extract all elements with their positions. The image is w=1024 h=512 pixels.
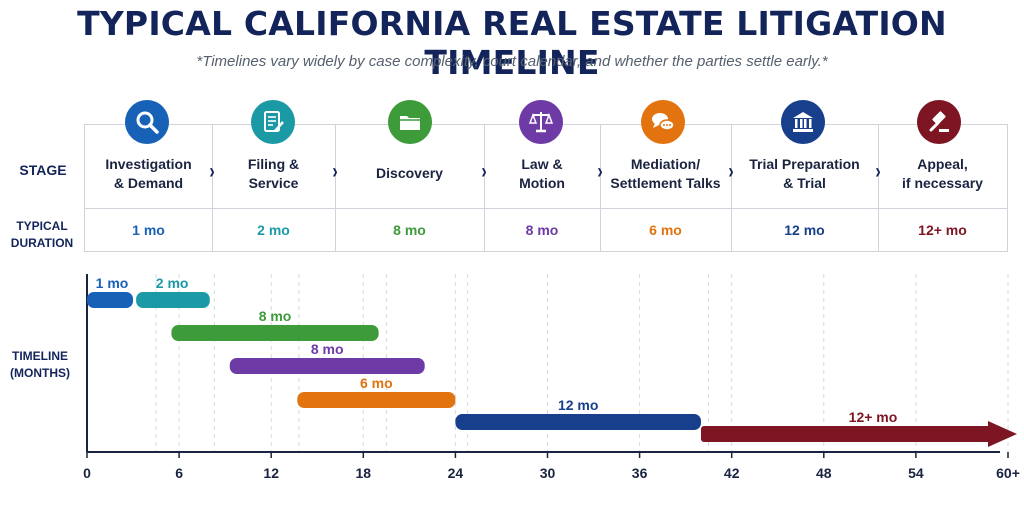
table-divider (600, 125, 601, 251)
page-subtitle: *Timelines vary widely by case complexit… (196, 53, 828, 70)
stage-name: Discovery (376, 165, 443, 181)
x-tick-label: 54 (908, 465, 924, 481)
timeline-bar (87, 292, 134, 308)
duration-cell: 12 mo (731, 209, 878, 251)
x-tick-label: 6 (175, 465, 183, 481)
chevron-right-icon: › (332, 161, 338, 184)
stage-name: Trial Preparation & Trial (749, 155, 860, 191)
x-tick-label: 60+ (996, 465, 1020, 481)
timeline-bar (701, 426, 996, 442)
duration-cell: 12+ mo (878, 209, 1007, 251)
bar-label: 8 mo (311, 341, 344, 357)
chat-bubbles-icon (641, 100, 685, 144)
courthouse-icon (781, 100, 825, 144)
duration-value: 6 mo (649, 222, 682, 238)
table-divider (731, 125, 732, 251)
stage-table: Investigation & Demand Filing & Service … (84, 124, 1008, 252)
table-divider (335, 125, 336, 251)
x-tick-label: 12 (263, 465, 279, 481)
chevron-right-icon: › (875, 161, 881, 184)
duration-cell: 1 mo (85, 209, 212, 251)
gavel-icon (917, 100, 961, 144)
table-divider (878, 125, 879, 251)
row-label-timeline: TIMELINE (MONTHS) (4, 348, 76, 382)
stage-cell-trial: Trial Preparation & Trial (731, 125, 878, 209)
bar-label: 12 mo (558, 397, 598, 413)
duration-cell: 8 mo (484, 209, 600, 251)
stage-cell-investigation: Investigation & Demand (85, 125, 212, 209)
stage-cell-mediation: Mediation/ Settlement Talks (600, 125, 731, 209)
bar-label: 6 mo (360, 375, 393, 391)
duration-value: 12+ mo (918, 222, 967, 238)
page-title: TYPICAL CALIFORNIA REAL ESTATE LITIGATIO… (77, 4, 947, 82)
duration-cell: 8 mo (335, 209, 484, 251)
chevron-right-icon: › (728, 161, 734, 184)
stage-name: Mediation/ Settlement Talks (610, 155, 721, 191)
bar-label: 1 mo (96, 275, 129, 291)
stage-name: Law & Motion (519, 155, 565, 191)
duration-value: 8 mo (525, 222, 559, 238)
stage-cell-law-motion: Law & Motion (484, 125, 600, 209)
timeline-bar (455, 414, 701, 430)
magnifier-icon (125, 100, 169, 144)
stage-name: Filing & Service (247, 155, 300, 191)
duration-value: 12 mo (784, 222, 825, 238)
table-divider (212, 125, 213, 251)
duration-cell: 2 mo (212, 209, 335, 251)
x-tick-label: 48 (816, 465, 832, 481)
duration-cell: 6 mo (600, 209, 731, 251)
stage-cell-appeal: Appeal, if necessary (878, 125, 1007, 209)
bar-label: 12+ mo (849, 409, 898, 425)
duration-value: 1 mo (132, 222, 165, 238)
table-divider (484, 125, 485, 251)
row-label-stage: STAGE (8, 162, 78, 179)
chevron-right-icon: › (597, 161, 603, 184)
timeline-bar (136, 292, 210, 308)
x-tick-label: 18 (356, 465, 372, 481)
row-label-timeline-line2: (MONTHS) (10, 366, 70, 380)
row-label-stage-text: STAGE (19, 162, 67, 178)
x-tick-label: 36 (632, 465, 648, 481)
bar-label: 8 mo (259, 308, 292, 324)
row-label-timeline-line1: TIMELINE (12, 349, 68, 363)
bar-arrowhead (988, 421, 1017, 447)
x-tick-label: 0 (83, 465, 91, 481)
stage-cell-filing: Filing & Service (212, 125, 335, 209)
timeline-bar (229, 358, 425, 374)
x-tick-label: 24 (448, 465, 464, 481)
row-label-duration-line1: TYPICAL (16, 219, 68, 233)
chevron-right-icon: › (209, 161, 215, 184)
folder-icon (388, 100, 432, 144)
duration-value: 8 mo (393, 222, 426, 238)
document-pen-icon (251, 100, 295, 144)
scales-icon (519, 100, 563, 144)
stage-cell-discovery: Discovery (335, 125, 484, 209)
row-label-duration-line2: DURATION (10, 236, 74, 250)
row-label-duration: TYPICAL DURATION (6, 218, 78, 252)
x-tick-label: 42 (724, 465, 740, 481)
duration-value: 2 mo (257, 222, 290, 238)
x-tick-label: 30 (540, 465, 556, 481)
timeline-bar (297, 392, 456, 408)
bar-label: 2 mo (156, 275, 189, 291)
stage-name: Appeal, if necessary (902, 155, 983, 191)
chevron-right-icon: › (481, 161, 487, 184)
timeline-bar (171, 325, 379, 341)
stage-name: Investigation & Demand (105, 155, 192, 191)
